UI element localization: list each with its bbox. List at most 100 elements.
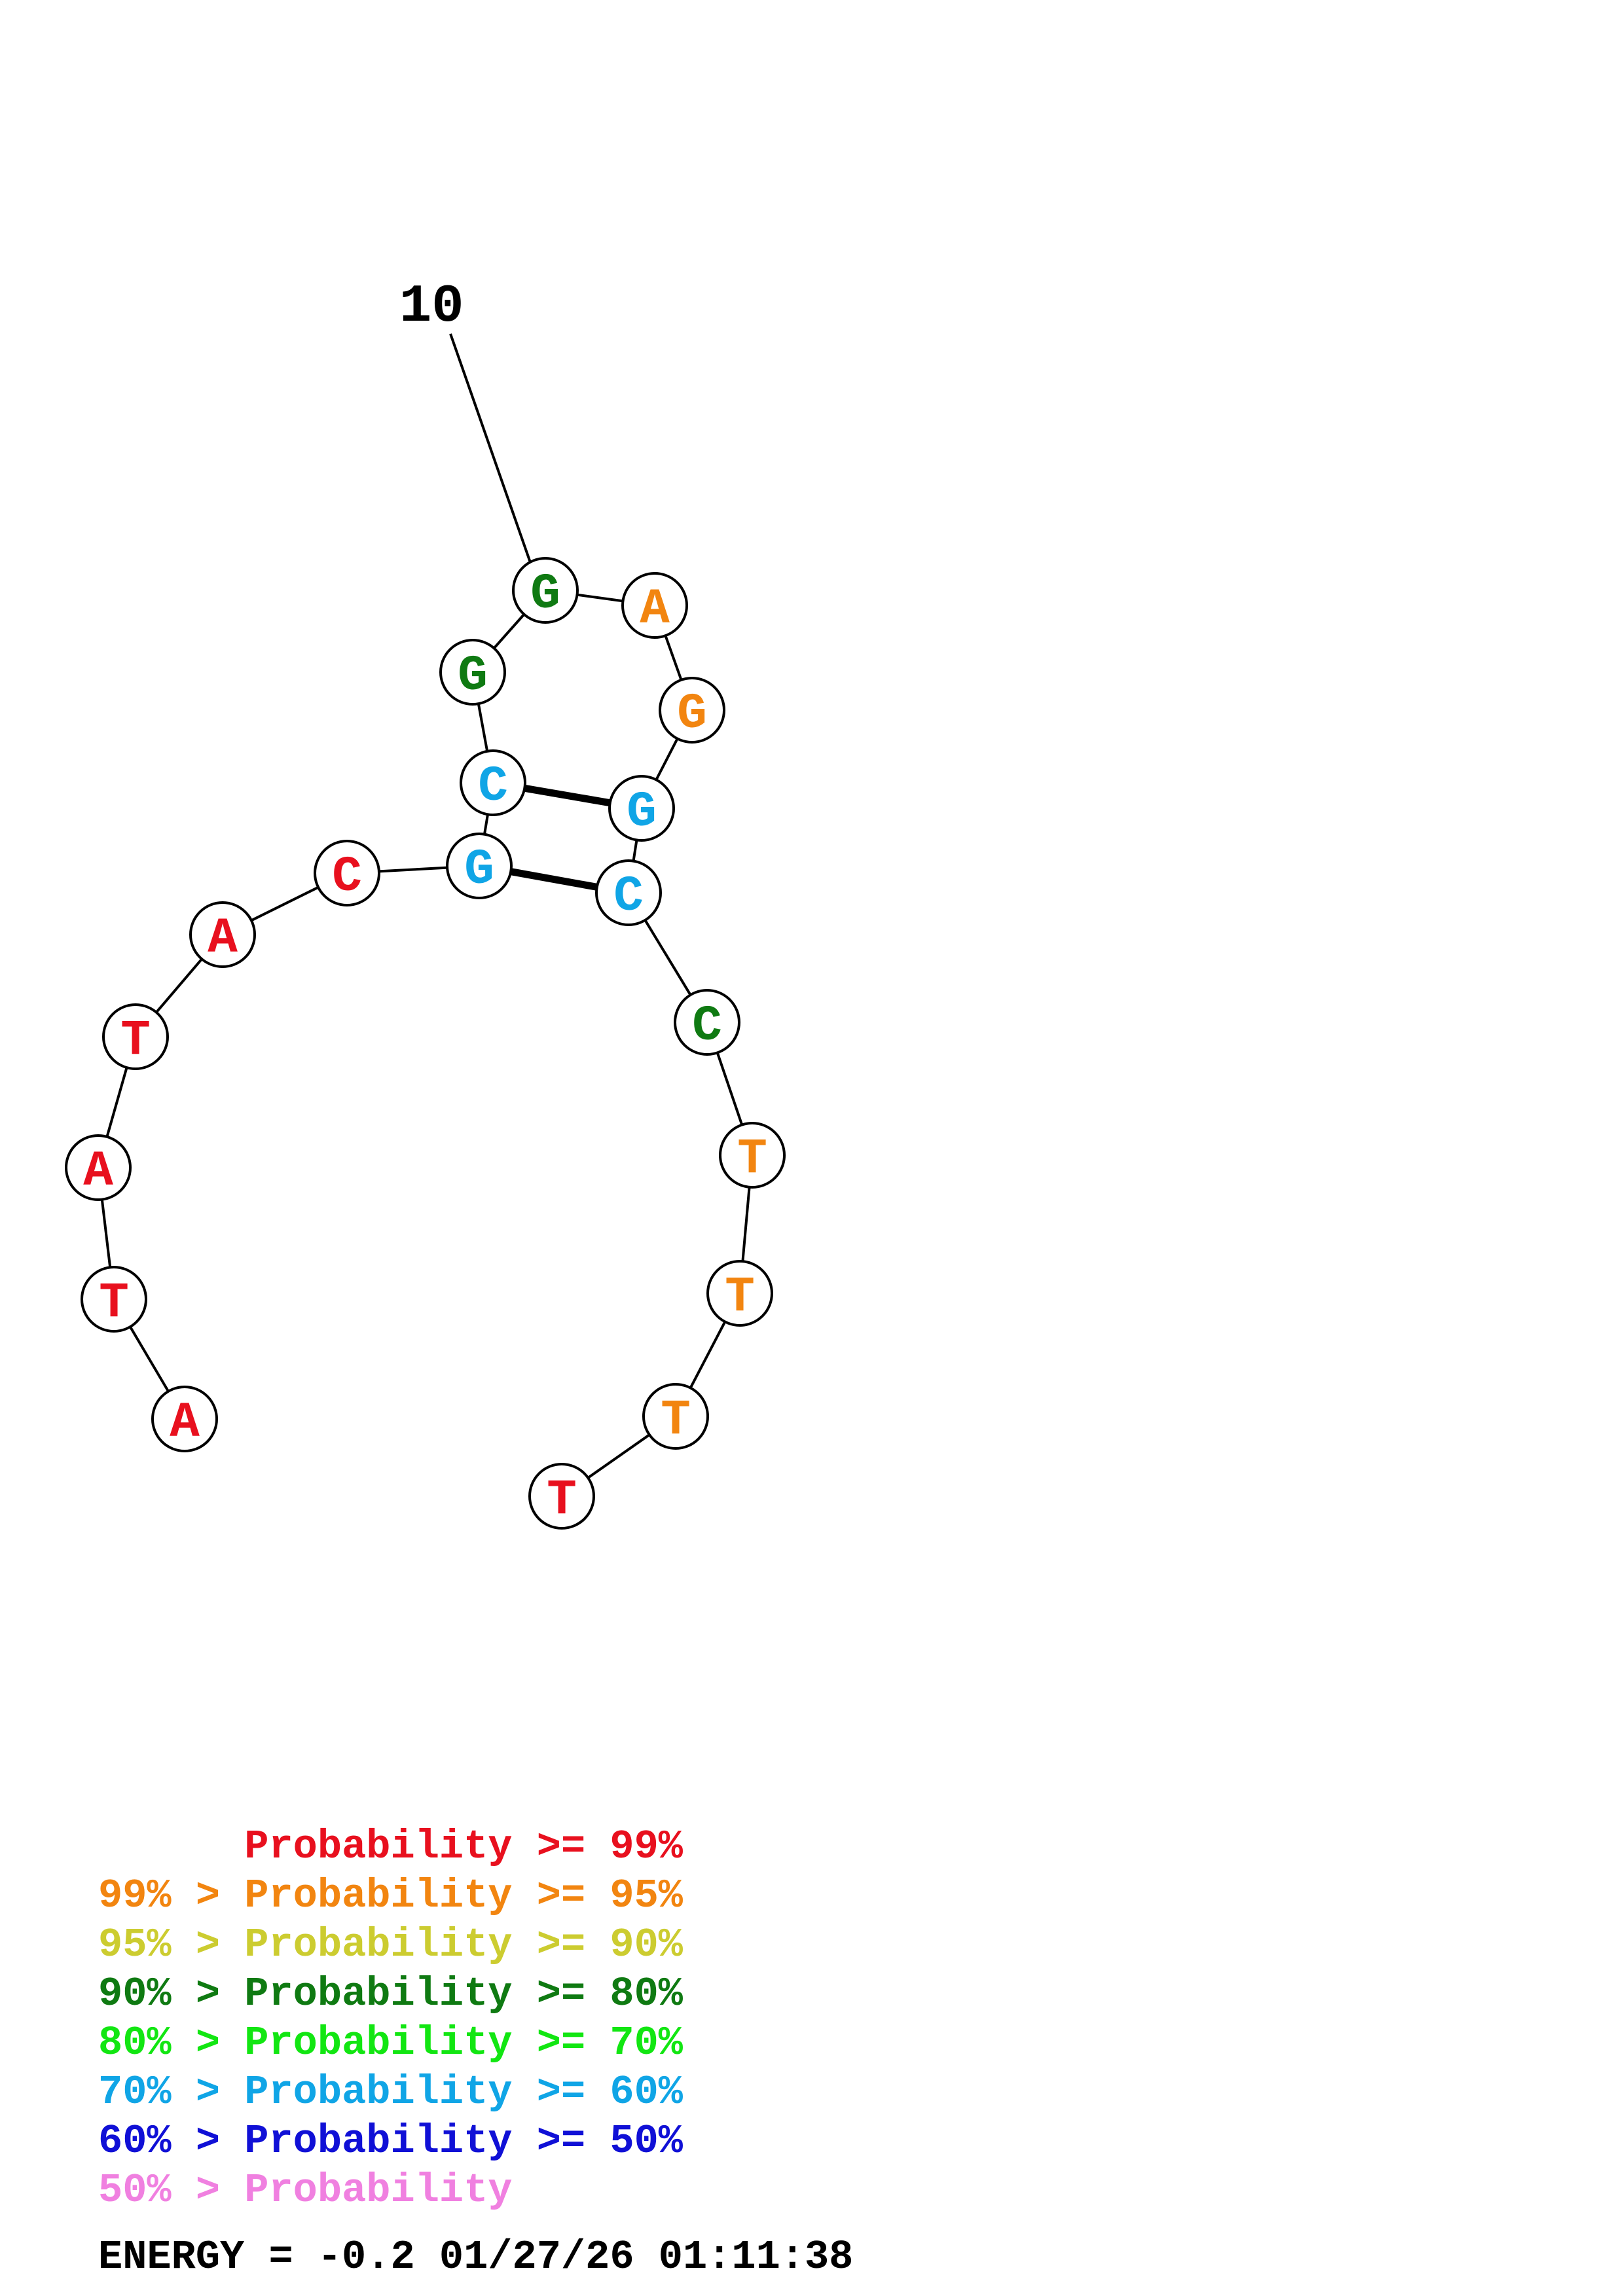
legend-probability-word: Probability (244, 1971, 512, 2017)
nucleotide-11: A (621, 572, 688, 639)
nucleotide-letter: G (530, 566, 560, 622)
nucleotide-19: T (528, 1463, 595, 1530)
nucleotide-circle (659, 677, 725, 744)
nucleotide-16: T (719, 1122, 786, 1189)
legend-spacer (513, 2167, 537, 2214)
legend-spacer (513, 1922, 537, 1968)
nucleotide-letter: T (99, 1275, 129, 1331)
legend-threshold-upper: 95% > (98, 1922, 244, 1968)
nucleotide-circle (81, 1266, 147, 1333)
legend-threshold-upper: 50% > (98, 2167, 244, 2214)
nucleotide-letter: A (208, 910, 238, 967)
index-label-10: 10 (399, 276, 464, 337)
legend-threshold-upper: 60% > (98, 2118, 244, 2164)
legend-row-p95: 99% > Probability >= 95% (98, 1873, 684, 1919)
index-marker: 10 (399, 276, 538, 582)
legend-spacer (513, 2020, 537, 2066)
energy-and-timestamp: ENERGY = -0.2 01/27/26 01:11:38 (98, 2234, 853, 2280)
nucleotide-circle (706, 1260, 773, 1327)
nucleotide-2: T (81, 1266, 147, 1333)
nucleotide-circle (621, 572, 688, 639)
nucleotide-4: T (102, 1003, 169, 1070)
legend-row-p99: Probability >= 99% (98, 1823, 684, 1870)
nucleotide-letter: G (677, 686, 707, 742)
nucleotide-12: G (659, 677, 725, 744)
nucleotide-10: G (512, 557, 579, 624)
nucleotide-letter: A (170, 1395, 200, 1451)
nucleotide-circle (674, 989, 740, 1056)
nucleotide-15: C (674, 989, 740, 1056)
legend-probability-word: Probability (244, 1823, 512, 1870)
nucleotide-8: C (460, 749, 526, 816)
legend-threshold-lower: >= 80% (537, 1971, 684, 2017)
legend-threshold-lower: >= 99% (537, 1823, 684, 1870)
nucleotide-letter: T (725, 1269, 755, 1325)
nucleotide-circle (446, 833, 513, 899)
legend-row-p50: 60% > Probability >= 50% (98, 2118, 684, 2164)
nucleotide-letter: T (547, 1472, 577, 1528)
probability-legend: Probability >= 99%99% > Probability >= 9… (98, 1823, 684, 2214)
nucleotide-1: A (151, 1386, 218, 1452)
nucleotide-3: A (65, 1134, 132, 1201)
legend-probability-word: Probability (244, 2167, 512, 2214)
nucleotide-letter: T (737, 1131, 767, 1187)
nucleotide-14: C (595, 859, 662, 926)
legend-threshold-lower: >= 70% (537, 2020, 684, 2066)
nucleotide-circle (439, 639, 506, 706)
legend-row-p70: 80% > Probability >= 70% (98, 2020, 684, 2066)
legend-threshold-lower: >= 95% (537, 1873, 684, 1919)
nucleotide-9: G (439, 639, 506, 706)
nucleotide-letter: C (692, 998, 722, 1054)
nucleotide-circle (719, 1122, 786, 1189)
nucleotide-circle (460, 749, 526, 816)
legend-spacer (513, 1823, 537, 1870)
legend-threshold-upper (98, 1823, 244, 1870)
nucleotide-circle (314, 840, 380, 906)
nucleotide-7: G (446, 833, 513, 899)
nucleotide-18: T (642, 1383, 709, 1450)
nucleotide-letter: A (83, 1143, 113, 1200)
nucleotide-circle (512, 557, 579, 624)
nucleotide-letter: A (640, 581, 670, 637)
legend-threshold-upper: 70% > (98, 2069, 244, 2115)
legend-threshold-lower: >= 90% (537, 1922, 684, 1968)
nucleotide-13: G (608, 775, 675, 842)
nucleotide-circle (642, 1383, 709, 1450)
nucleotide-letter: G (627, 784, 657, 840)
nucleotide-letter: T (661, 1392, 691, 1448)
legend-row-plow: 50% > Probability (98, 2167, 537, 2214)
legend-probability-word: Probability (244, 1922, 512, 1968)
legend-threshold-upper: 99% > (98, 1873, 244, 1919)
legend-row-p60: 70% > Probability >= 60% (98, 2069, 684, 2115)
nucleotide-6: C (314, 840, 380, 906)
nucleotide-letter: G (458, 648, 488, 704)
nucleotide-letter: G (464, 842, 494, 898)
legend-spacer (513, 2118, 537, 2164)
nucleotide-circle (528, 1463, 595, 1530)
backbone (97, 589, 754, 1498)
legend-probability-word: Probability (244, 2118, 512, 2164)
legend-row-p90: 95% > Probability >= 90% (98, 1922, 684, 1968)
legend-spacer (513, 1873, 537, 1919)
legend-threshold-lower: >= 60% (537, 2069, 684, 2115)
nucleotide-letter: C (613, 869, 644, 925)
nucleotide-circle (189, 901, 256, 968)
nucleotide-circle (608, 775, 675, 842)
index-tick-line (449, 333, 538, 582)
legend-row-p80: 90% > Probability >= 80% (98, 1971, 684, 2017)
legend-threshold-upper: 90% > (98, 1971, 244, 2017)
legend-spacer (513, 2069, 537, 2115)
legend-threshold-upper: 80% > (98, 2020, 244, 2066)
nucleotide-letter: T (120, 1013, 151, 1069)
nucleotide-circle (151, 1386, 218, 1452)
legend-probability-word: Probability (244, 2020, 512, 2066)
nucleotide-circle (102, 1003, 169, 1070)
legend-probability-word: Probability (244, 2069, 512, 2115)
nucleotide-circle (65, 1134, 132, 1201)
nucleotide-letter: C (478, 759, 508, 815)
nucleotide-letter: C (332, 849, 362, 905)
legend-spacer (513, 1971, 537, 2017)
nucleotide-17: T (706, 1260, 773, 1327)
